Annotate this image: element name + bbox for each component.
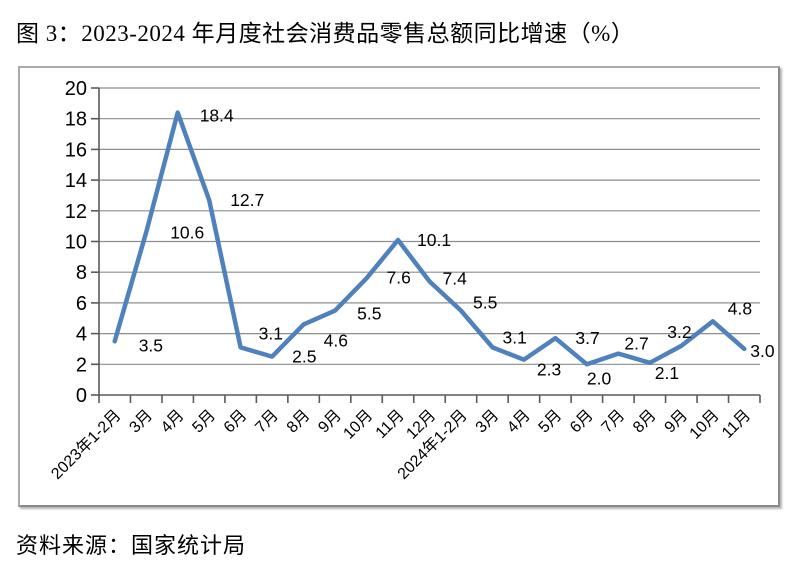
x-axis-category-label: 7月 <box>599 407 629 437</box>
x-axis-category-label: 5月 <box>536 407 566 437</box>
data-label: 10.1 <box>417 230 451 250</box>
data-label: 18.4 <box>200 106 234 126</box>
data-label: 3.7 <box>575 328 599 348</box>
x-axis-category-label: 10月 <box>340 407 376 443</box>
y-axis-tick-label: 10 <box>65 232 87 254</box>
chart-frame: 0 2 4 6 8 10 12 14 16 18 20 2023年1-2月 3月 4月 5月 6月 7月 8月 9月… <box>18 66 780 507</box>
data-label: 12.7 <box>230 190 264 210</box>
x-axis-category-label: 4月 <box>504 407 534 437</box>
x-axis-category-label: 8月 <box>284 407 314 437</box>
y-axis-tick-label: 8 <box>76 262 87 284</box>
x-axis-category-label: 11月 <box>719 407 754 442</box>
x-axis-category-label: 7月 <box>252 407 282 437</box>
series-line <box>112 110 747 367</box>
x-axis-category-label: 5月 <box>189 407 219 437</box>
y-axis-tick-label: 16 <box>65 139 87 161</box>
x-axis-category-label: 6月 <box>567 407 597 437</box>
y-axis-tick-label: 6 <box>76 293 87 315</box>
y-axis-tick-label: 4 <box>76 324 87 346</box>
data-label: 7.6 <box>387 267 411 287</box>
data-label: 7.4 <box>443 268 468 288</box>
x-axis-category-label: 3月 <box>126 407 156 437</box>
data-label: 4.8 <box>728 298 752 318</box>
data-label: 3.0 <box>750 341 775 361</box>
y-axis-tick-label: 20 <box>65 78 87 100</box>
data-label: 5.5 <box>357 304 381 324</box>
x-axis-category-label: 2023年1-2月 <box>48 406 125 483</box>
x-axis-category-label: 4月 <box>158 407 188 437</box>
data-label: 2.3 <box>537 360 561 380</box>
page-title: 图 3：2023-2024 年月度社会消费品零售总额同比增速（%） <box>16 21 635 46</box>
y-axis-tick-label: 14 <box>65 170 87 192</box>
data-label: 2.5 <box>292 347 316 367</box>
x-axis-category-label: 3月 <box>473 407 503 437</box>
source-note: 资料来源：国家统计局 <box>16 533 247 558</box>
x-axis-category-label: 11月 <box>373 407 408 442</box>
data-label: 3.1 <box>259 323 283 343</box>
data-label: 4.6 <box>324 330 348 350</box>
data-label: 3.2 <box>667 322 691 342</box>
data-label: 2.7 <box>624 334 648 354</box>
data-label: 3.1 <box>503 327 527 347</box>
y-axis-tick-label: 0 <box>76 385 87 407</box>
data-label: 10.6 <box>170 222 204 242</box>
x-axis-category-label: 8月 <box>630 407 660 437</box>
data-label: 3.5 <box>139 335 163 355</box>
y-axis-tick-label: 2 <box>76 354 87 376</box>
data-label: 5.5 <box>473 293 497 313</box>
y-axis-tick-label: 18 <box>65 109 87 131</box>
x-axis-category-label: 10月 <box>687 407 723 443</box>
data-label: 2.1 <box>655 363 679 383</box>
data-label: 2.0 <box>587 368 612 388</box>
y-axis-tick-label: 12 <box>65 201 87 223</box>
x-axis-category-label: 6月 <box>221 407 251 437</box>
